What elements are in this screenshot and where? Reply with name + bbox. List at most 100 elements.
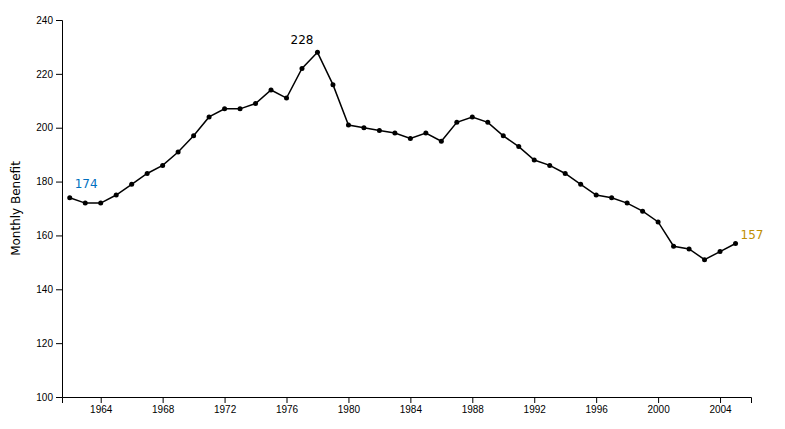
x-tick-mark bbox=[534, 397, 535, 403]
point bbox=[532, 158, 537, 163]
point bbox=[67, 195, 72, 200]
annotation: 228 bbox=[291, 33, 314, 47]
y-axis: 100120140160180200220240 bbox=[36, 15, 62, 403]
y-tick: 120 bbox=[36, 338, 62, 349]
point bbox=[361, 125, 366, 130]
point bbox=[83, 201, 88, 206]
line bbox=[70, 52, 736, 259]
x-tick-label: 1964 bbox=[90, 404, 113, 415]
point bbox=[408, 136, 413, 141]
point bbox=[269, 88, 274, 93]
chart: 1964 1968 1972 1976 1980 1984 1988 1992 1996 2000… bbox=[0, 0, 785, 429]
point bbox=[284, 96, 289, 101]
x-axis-line bbox=[63, 398, 752, 404]
y-tick-label: 240 bbox=[36, 15, 53, 26]
point bbox=[207, 114, 212, 119]
point bbox=[547, 163, 552, 168]
plot: 1964 1968 1972 1976 1980 1984 1988 1992 1996 2000… bbox=[36, 15, 763, 415]
x-tick: 2004 bbox=[709, 397, 732, 415]
point bbox=[222, 106, 227, 111]
y-tick-label: 140 bbox=[36, 284, 53, 295]
x-tick: 1968 bbox=[152, 397, 175, 415]
marks bbox=[67, 50, 738, 262]
x-tick: 2000 bbox=[647, 397, 670, 415]
x-tick-mark bbox=[225, 397, 226, 403]
y-tick-label: 120 bbox=[36, 338, 53, 349]
x-tick-label: 1996 bbox=[586, 404, 609, 415]
x-tick-mark bbox=[348, 397, 349, 403]
y-tick-label: 180 bbox=[36, 176, 53, 187]
point bbox=[145, 171, 150, 176]
y-tick-mark bbox=[56, 343, 62, 344]
x-tick-mark bbox=[163, 397, 164, 403]
y-tick-mark bbox=[56, 128, 62, 129]
point bbox=[733, 241, 738, 246]
x-tick-label: 2004 bbox=[709, 404, 732, 415]
point bbox=[114, 193, 119, 198]
point bbox=[578, 182, 583, 187]
point bbox=[176, 149, 181, 154]
x-tick: 1972 bbox=[214, 397, 237, 415]
y-tick: 240 bbox=[36, 15, 62, 26]
annotation: 174 bbox=[75, 177, 98, 191]
point bbox=[609, 195, 614, 200]
point bbox=[129, 182, 134, 187]
y-tick: 140 bbox=[36, 284, 62, 295]
point bbox=[485, 120, 490, 125]
point bbox=[98, 201, 103, 206]
y-axis-line bbox=[56, 21, 63, 398]
point bbox=[299, 66, 304, 71]
y-tick-mark bbox=[56, 397, 62, 398]
y-tick-label: 100 bbox=[36, 392, 53, 403]
point bbox=[191, 133, 196, 138]
x-tick-mark bbox=[596, 397, 597, 403]
y-tick-mark bbox=[56, 235, 62, 236]
x-tick-label: 1980 bbox=[338, 404, 361, 415]
point bbox=[470, 114, 475, 119]
x-tick: 1980 bbox=[338, 397, 361, 415]
x-tick: 1996 bbox=[586, 397, 609, 415]
annotations: 174 228 157 bbox=[75, 33, 764, 241]
x-tick: 1976 bbox=[276, 397, 299, 415]
x-tick-mark bbox=[287, 397, 288, 403]
x-tick-label: 1992 bbox=[524, 404, 547, 415]
point bbox=[640, 209, 645, 214]
x-tick: 1988 bbox=[462, 397, 485, 415]
x-tick: 1984 bbox=[400, 397, 423, 415]
point bbox=[656, 219, 661, 224]
x-tick-label: 1976 bbox=[276, 404, 299, 415]
point bbox=[392, 131, 397, 136]
x-tick-mark bbox=[658, 397, 659, 403]
point bbox=[625, 201, 630, 206]
point bbox=[253, 101, 258, 106]
annotation: 157 bbox=[741, 228, 764, 242]
x-tick-mark bbox=[720, 397, 721, 403]
point bbox=[439, 139, 444, 144]
y-tick: 100 bbox=[36, 392, 62, 403]
y-tick-mark bbox=[56, 182, 62, 183]
x-axis: 1964 1968 1972 1976 1980 1984 1988 1992 1996 2000… bbox=[63, 397, 752, 415]
x-tick-mark bbox=[472, 397, 473, 403]
x-tick-mark bbox=[410, 397, 411, 403]
y-tick-mark bbox=[56, 20, 62, 21]
x-tick-label: 2000 bbox=[647, 404, 670, 415]
point bbox=[702, 257, 707, 262]
point bbox=[346, 123, 351, 128]
y-tick: 200 bbox=[36, 122, 62, 133]
x-tick-label: 1984 bbox=[400, 404, 423, 415]
y-tick: 180 bbox=[36, 176, 62, 187]
point bbox=[671, 244, 676, 249]
x-tick: 1992 bbox=[524, 397, 547, 415]
x-tick-label: 1972 bbox=[214, 404, 237, 415]
y-axis-title: Monthly Benefit bbox=[9, 161, 23, 256]
point bbox=[501, 133, 506, 138]
point bbox=[594, 193, 599, 198]
y-tick-label: 200 bbox=[36, 122, 53, 133]
x-tick-mark bbox=[101, 397, 102, 403]
y-tick: 220 bbox=[36, 69, 62, 80]
point bbox=[687, 246, 692, 251]
x-tick-label: 1988 bbox=[462, 404, 485, 415]
point bbox=[454, 120, 459, 125]
point bbox=[516, 144, 521, 149]
point bbox=[563, 171, 568, 176]
